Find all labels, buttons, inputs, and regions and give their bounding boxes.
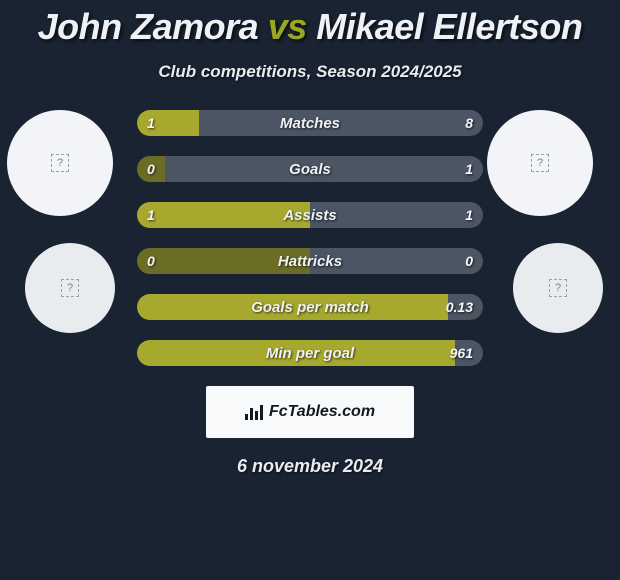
image-placeholder-icon: ? — [549, 279, 567, 297]
stat-bars: 18Matches01Goals11Assists00Hattricks0.13… — [137, 110, 483, 366]
image-placeholder-icon: ? — [531, 154, 549, 172]
player2-name: Mikael Ellertson — [316, 6, 582, 47]
stat-row: 18Matches — [137, 110, 483, 136]
stat-row: 00Hattricks — [137, 248, 483, 274]
stat-value-left: 1 — [137, 202, 165, 228]
player1-name: John Zamora — [38, 6, 259, 47]
stat-row: 11Assists — [137, 202, 483, 228]
stat-row: 961Min per goal — [137, 340, 483, 366]
stat-bar-left — [137, 340, 455, 366]
stat-value-right: 0.13 — [436, 294, 483, 320]
stat-bar-right — [199, 110, 483, 136]
stat-value-left: 1 — [137, 110, 165, 136]
source-text: FcTables.com — [269, 403, 375, 421]
stat-value-right: 8 — [455, 110, 483, 136]
stat-row: 01Goals — [137, 156, 483, 182]
comparison-title: John Zamora vs Mikael Ellertson — [0, 0, 620, 48]
stat-value-left — [137, 340, 157, 366]
stat-value-right: 961 — [440, 340, 483, 366]
source-badge: FcTables.com — [206, 386, 414, 438]
avatar-club2: ? — [513, 243, 603, 333]
image-placeholder-icon: ? — [51, 154, 69, 172]
stat-value-left — [137, 294, 157, 320]
stat-value-left: 0 — [137, 248, 165, 274]
stat-value-right: 0 — [455, 248, 483, 274]
comparison-stage: ? ? ? ? 18Matches01Goals11Assists00Hattr… — [0, 110, 620, 477]
fctables-logo-icon — [245, 405, 263, 420]
avatar-player1: ? — [7, 110, 113, 216]
stat-value-left: 0 — [137, 156, 165, 182]
stat-value-right: 1 — [455, 202, 483, 228]
image-placeholder-icon: ? — [61, 279, 79, 297]
vs-label: vs — [268, 6, 307, 47]
date-label: 6 november 2024 — [0, 456, 620, 477]
stat-value-right: 1 — [455, 156, 483, 182]
stat-row: 0.13Goals per match — [137, 294, 483, 320]
avatar-player2: ? — [487, 110, 593, 216]
stat-bar-left — [137, 294, 448, 320]
avatar-club1: ? — [25, 243, 115, 333]
subtitle: Club competitions, Season 2024/2025 — [0, 62, 620, 82]
stat-bar-right — [165, 156, 483, 182]
